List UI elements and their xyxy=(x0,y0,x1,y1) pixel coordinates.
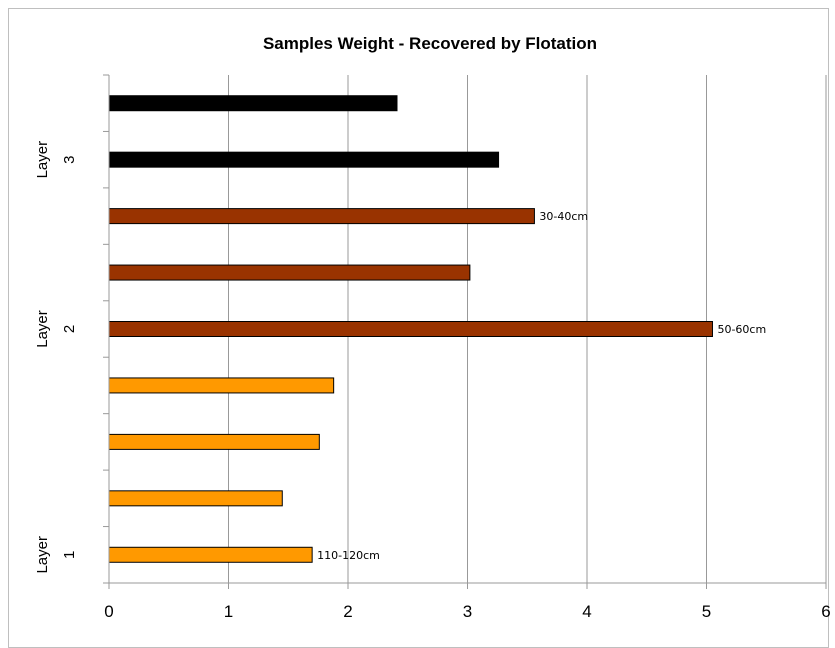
bar xyxy=(108,490,283,507)
group-label: Layer 1 xyxy=(34,536,78,574)
x-tick-label: 3 xyxy=(463,602,472,621)
x-tick-label: 4 xyxy=(582,602,591,621)
bar xyxy=(108,377,335,394)
bar xyxy=(108,208,535,225)
bar xyxy=(108,264,471,281)
bar-data-label: 30-40cm xyxy=(539,210,588,223)
group-label-line2: 3 xyxy=(61,155,78,163)
x-tick-label: 5 xyxy=(702,602,711,621)
group-label: Layer 2 xyxy=(34,310,78,348)
bar xyxy=(108,433,320,450)
chart-title: Samples Weight - Recovered by Flotation xyxy=(263,34,597,53)
bar-data-label: 110-120cm xyxy=(317,549,380,562)
bar xyxy=(108,321,713,337)
group-label: Layer 3 xyxy=(34,141,78,179)
group-label-line1: Layer xyxy=(34,141,51,179)
x-tick-label: 0 xyxy=(104,602,113,621)
axis-layer xyxy=(103,74,827,589)
group-label-line1: Layer xyxy=(34,536,51,574)
group-label-line1: Layer xyxy=(34,310,51,348)
bar xyxy=(108,546,313,563)
x-tick-label: 6 xyxy=(821,602,830,621)
bar-data-label: 50-60cm xyxy=(717,323,766,336)
group-label-line2: 2 xyxy=(61,325,78,333)
bar xyxy=(108,95,398,112)
bar xyxy=(108,151,500,168)
bar-layer xyxy=(108,95,713,563)
group-label-line2: 1 xyxy=(61,551,78,559)
bar-chart: Samples Weight - Recovered by Flotation … xyxy=(34,34,831,621)
x-tick-label: 2 xyxy=(343,602,352,621)
x-tick-label: 1 xyxy=(224,602,233,621)
